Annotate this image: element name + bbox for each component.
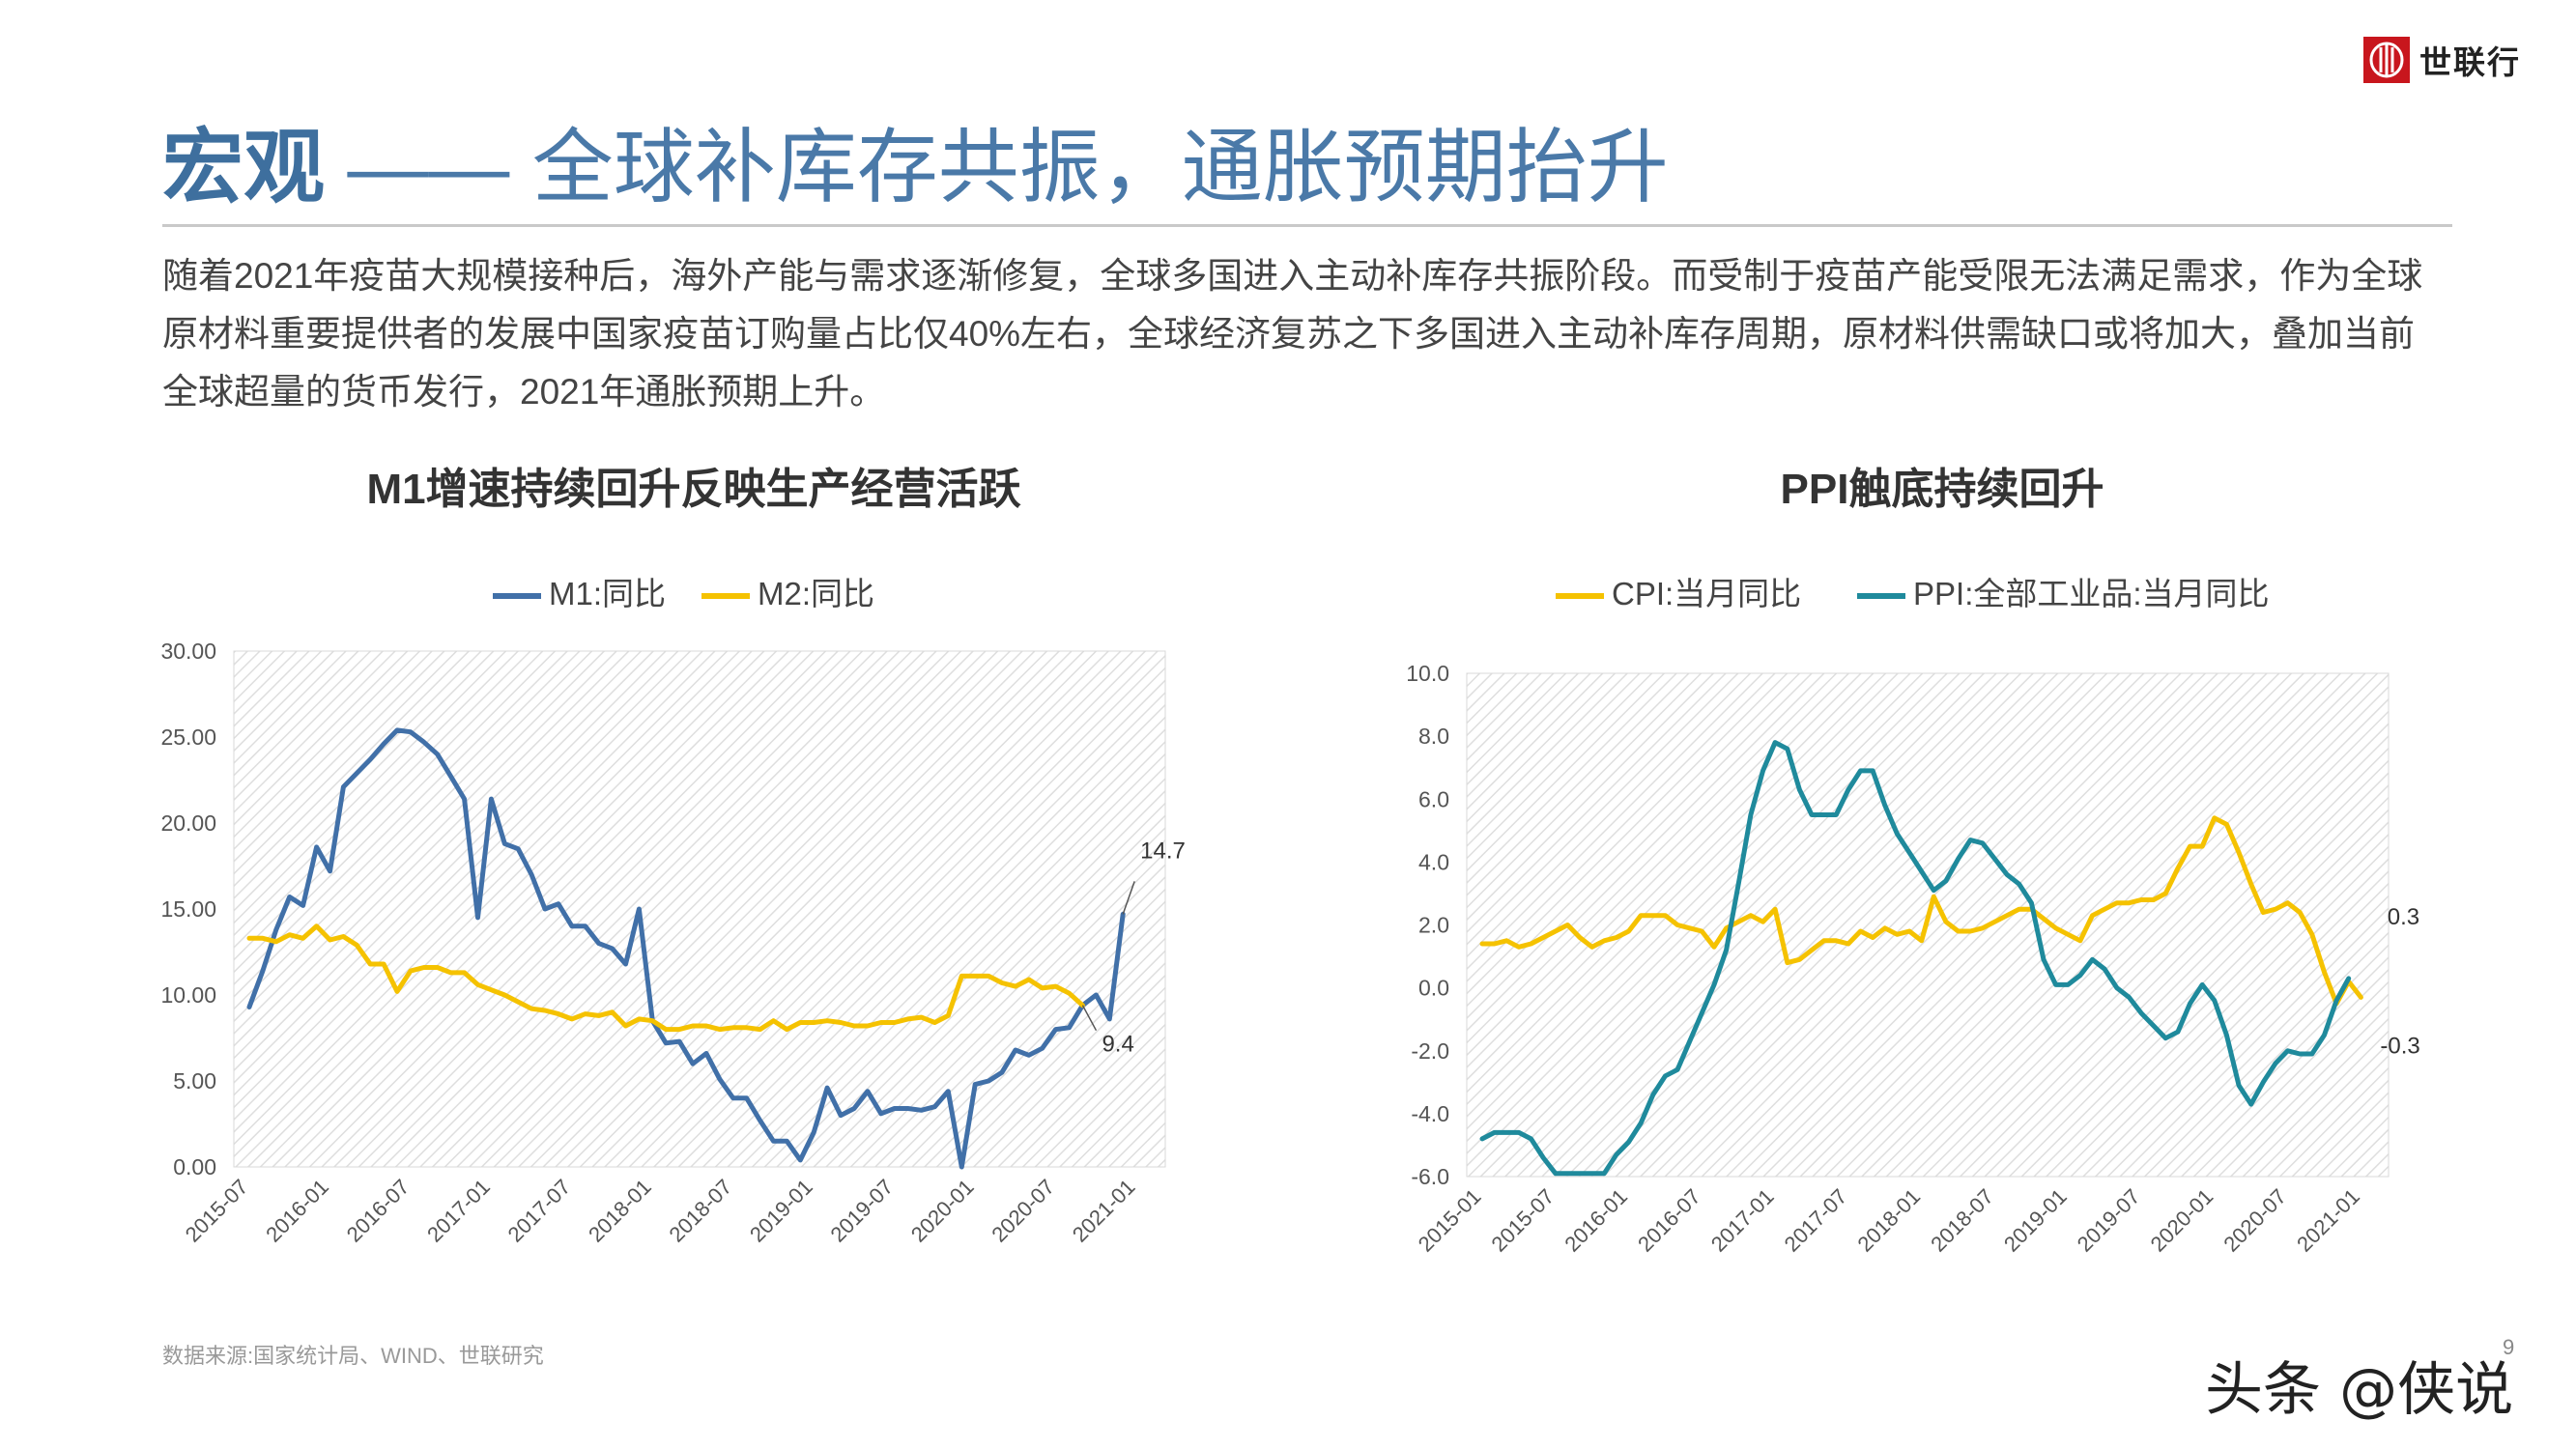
page-title: 宏观 —— 全球补库存共振，通胀预期抬升 [162,114,1669,220]
title-divider [162,224,2452,227]
chart-0-x-tick: 2019-07 [825,1175,898,1247]
chart-0-y-tick: 0.00 [173,1154,216,1179]
chart-1-series-1-line [1479,740,2352,1177]
chart-1-y-tick: 2.0 [1418,913,1449,938]
chart-0-x-tick: 2020-01 [906,1175,979,1247]
chart-0-x-tick: 2021-01 [1068,1175,1140,1247]
chart-0-x-tick: 2019-01 [745,1175,817,1247]
intro-paragraph: 随着2021年疫苗大规模接种后，海外产能与需求逐渐修复，全球多国进入主动补库存共… [162,256,2423,412]
chart-0-legend-label-1: M2:同比 [758,576,874,611]
chart-1-x-tick: 2016-07 [1633,1184,1705,1257]
chart-0-x-tick: 2018-07 [665,1175,737,1247]
chart-1-x-tick: 2015-01 [1414,1184,1486,1257]
chart-1-x-tick: 2018-01 [1852,1184,1925,1257]
chart-0-x-tick: 2017-01 [422,1175,495,1247]
chart-1-x-tick: 2019-07 [2073,1184,2145,1257]
chart-0-x-tick: 2020-07 [987,1175,1059,1247]
chart-1-y-tick: -6.0 [1411,1164,1449,1189]
chart-1-end-label-1: 0.3 [2388,904,2419,930]
chart-0-end-label-leader-0 [1122,881,1135,915]
chart-1-x-tick: 2017-01 [1706,1184,1779,1257]
chart-1-legend-label-1: PPI:全部工业品:当月同比 [1913,576,2270,611]
chart-0-legend-label-0: M1:同比 [549,576,666,611]
page-title-dash: —— [325,122,532,213]
chart-1-y-tick: -4.0 [1411,1101,1449,1126]
chart-1-x-tick: 2019-01 [1999,1184,2072,1257]
chart-1-x-tick: 2017-07 [1780,1184,1852,1257]
chart-1-y-tick: -2.0 [1411,1038,1449,1064]
chart-0-end-label-leader-1 [1081,1005,1098,1032]
watermark-text: 头条 @侠说 [2205,1356,2514,1424]
chart-0-series-0-line [246,727,1126,1170]
chart-0-x-tick: 2016-07 [342,1175,415,1247]
chart-0-end-label-1: 9.4 [1102,1032,1133,1058]
chart-0-y-tick: 15.00 [160,896,216,922]
chart-1-x-tick: 2018-07 [1926,1184,1998,1257]
brand-logo: 世联行 [2363,37,2521,83]
chart-1-end-label-0: -0.3 [2380,1033,2419,1059]
chart-1-x-tick: 2020-01 [2146,1184,2218,1257]
chart-1-y-tick: 4.0 [1418,849,1449,874]
chart-1-x-tick: 2016-01 [1560,1184,1632,1257]
chart-0-x-tick: 2017-07 [503,1175,576,1247]
chart-1-x-tick: 2015-07 [1487,1184,1560,1257]
chart-0-y-tick: 20.00 [160,810,216,836]
chart-ppi-title: PPI触底持续回升 [1780,466,2104,513]
chart-0-y-tick: 5.00 [173,1068,216,1094]
chart-m1-title: M1增速持续回升反映生产经营活跃 [366,466,1021,513]
chart-1-series-0-line [1479,815,2363,1007]
chart-0-y-tick: 30.00 [160,639,216,664]
chart-0-end-label-0: 14.7 [1140,838,1186,864]
chart-0-y-tick: 25.00 [160,724,216,750]
chart-0-y-tick: 10.00 [160,982,216,1008]
chart-1-x-tick: 2021-01 [2292,1184,2364,1257]
chart-0-plot-area [233,650,1166,1168]
chart-1-y-tick: 0.0 [1418,976,1449,1001]
shilian-logo-icon [2363,37,2410,83]
chart-0-x-tick: 2015-07 [181,1175,253,1247]
chart-1-legend-label-0: CPI:当月同比 [1612,576,1801,611]
brand-name: 世联行 [2419,44,2521,80]
data-source-note: 数据来源:国家统计局、WIND、世联研究 [162,1344,544,1368]
chart-1-y-tick: 6.0 [1418,786,1449,811]
chart-1-y-tick: 8.0 [1418,724,1449,749]
page-title-main: 全球补库存共振，通胀预期抬升 [531,122,1669,213]
chart-1-x-tick: 2020-07 [2218,1184,2291,1257]
chart-1-y-tick: 10.0 [1406,661,1449,686]
chart-0-x-tick: 2018-01 [584,1175,656,1247]
chart-0-series-1-line [246,923,1085,1033]
chart-0-x-tick: 2016-01 [261,1175,333,1247]
page-title-lead: 宏观 [162,122,326,213]
page-number: 9 [2503,1335,2515,1359]
